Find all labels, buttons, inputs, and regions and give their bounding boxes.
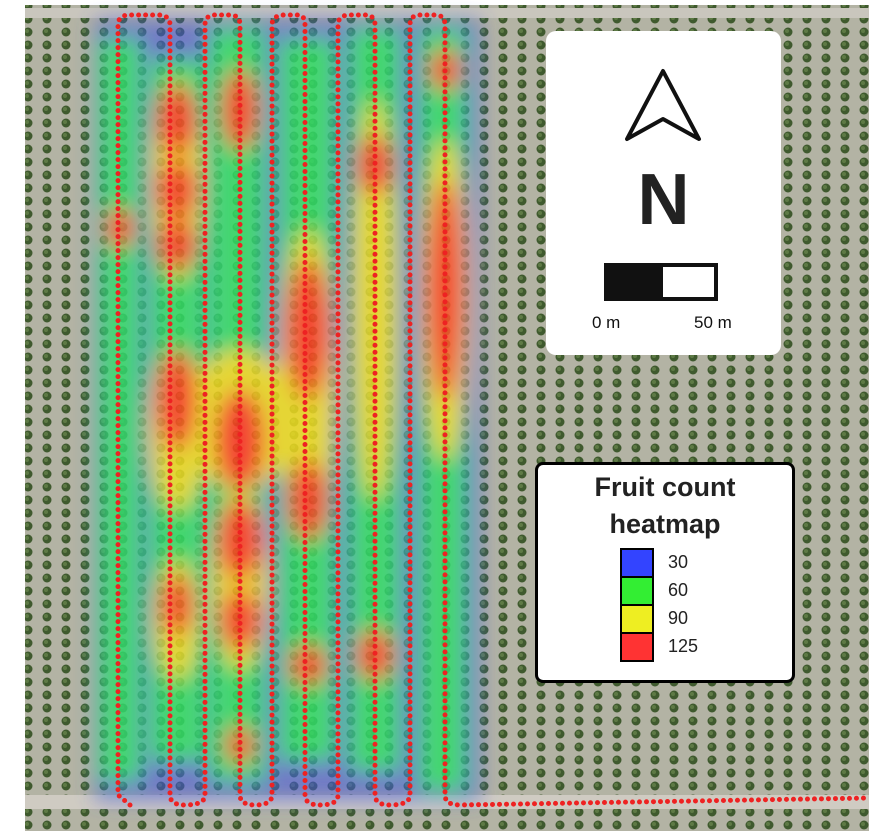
legend-swatch <box>620 576 654 606</box>
north-panel: N 0 m 50 m <box>546 31 781 355</box>
legend-title: Fruit count heatmap <box>558 469 772 543</box>
legend-swatch <box>620 548 654 578</box>
scale-start: 0 m <box>592 313 620 333</box>
north-label: N <box>546 159 781 241</box>
legend-label: 30 <box>668 552 688 573</box>
map-view: N 0 m 50 m Fruit count heatmap 30 60 90 125 <box>0 0 869 831</box>
legend: Fruit count heatmap 30 60 90 125 <box>535 462 795 683</box>
legend-label: 60 <box>668 580 688 601</box>
legend-label: 125 <box>668 636 698 657</box>
legend-swatch <box>620 632 654 662</box>
legend-label: 90 <box>668 608 688 629</box>
heatmap <box>95 20 480 800</box>
legend-swatch <box>620 604 654 634</box>
scale-end: 50 m <box>694 313 732 333</box>
